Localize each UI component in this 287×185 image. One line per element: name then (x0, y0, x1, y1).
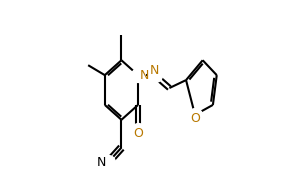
Text: O: O (133, 127, 143, 140)
Text: N: N (140, 69, 149, 82)
Text: N: N (97, 156, 106, 169)
Text: O: O (190, 112, 200, 125)
Text: N: N (150, 64, 159, 77)
